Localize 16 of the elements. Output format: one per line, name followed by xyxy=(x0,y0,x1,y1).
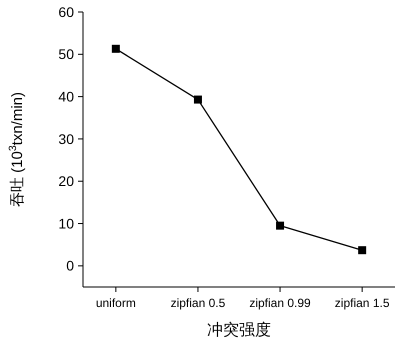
x-tick-label: zipfian 1.5 xyxy=(334,296,390,310)
point xyxy=(194,96,202,104)
x-tick-label: zipfian 0.5 xyxy=(170,296,226,310)
point xyxy=(358,246,366,254)
y-tick-label: 60 xyxy=(58,4,74,20)
point xyxy=(112,44,120,53)
y-tick-label: 30 xyxy=(58,130,74,147)
y-tick-label: 50 xyxy=(58,46,74,62)
y-tick-label: 20 xyxy=(58,173,74,190)
x-tick-label: zipfian 0.99 xyxy=(249,296,312,310)
x-axis-title: 冲突强度 xyxy=(207,321,271,339)
y-tick-label: 10 xyxy=(58,215,74,232)
point xyxy=(276,222,284,230)
x-tick-label: uniform xyxy=(96,296,136,310)
y-tick-label: 0 xyxy=(66,258,74,274)
y-tick-label: 40 xyxy=(58,88,74,105)
